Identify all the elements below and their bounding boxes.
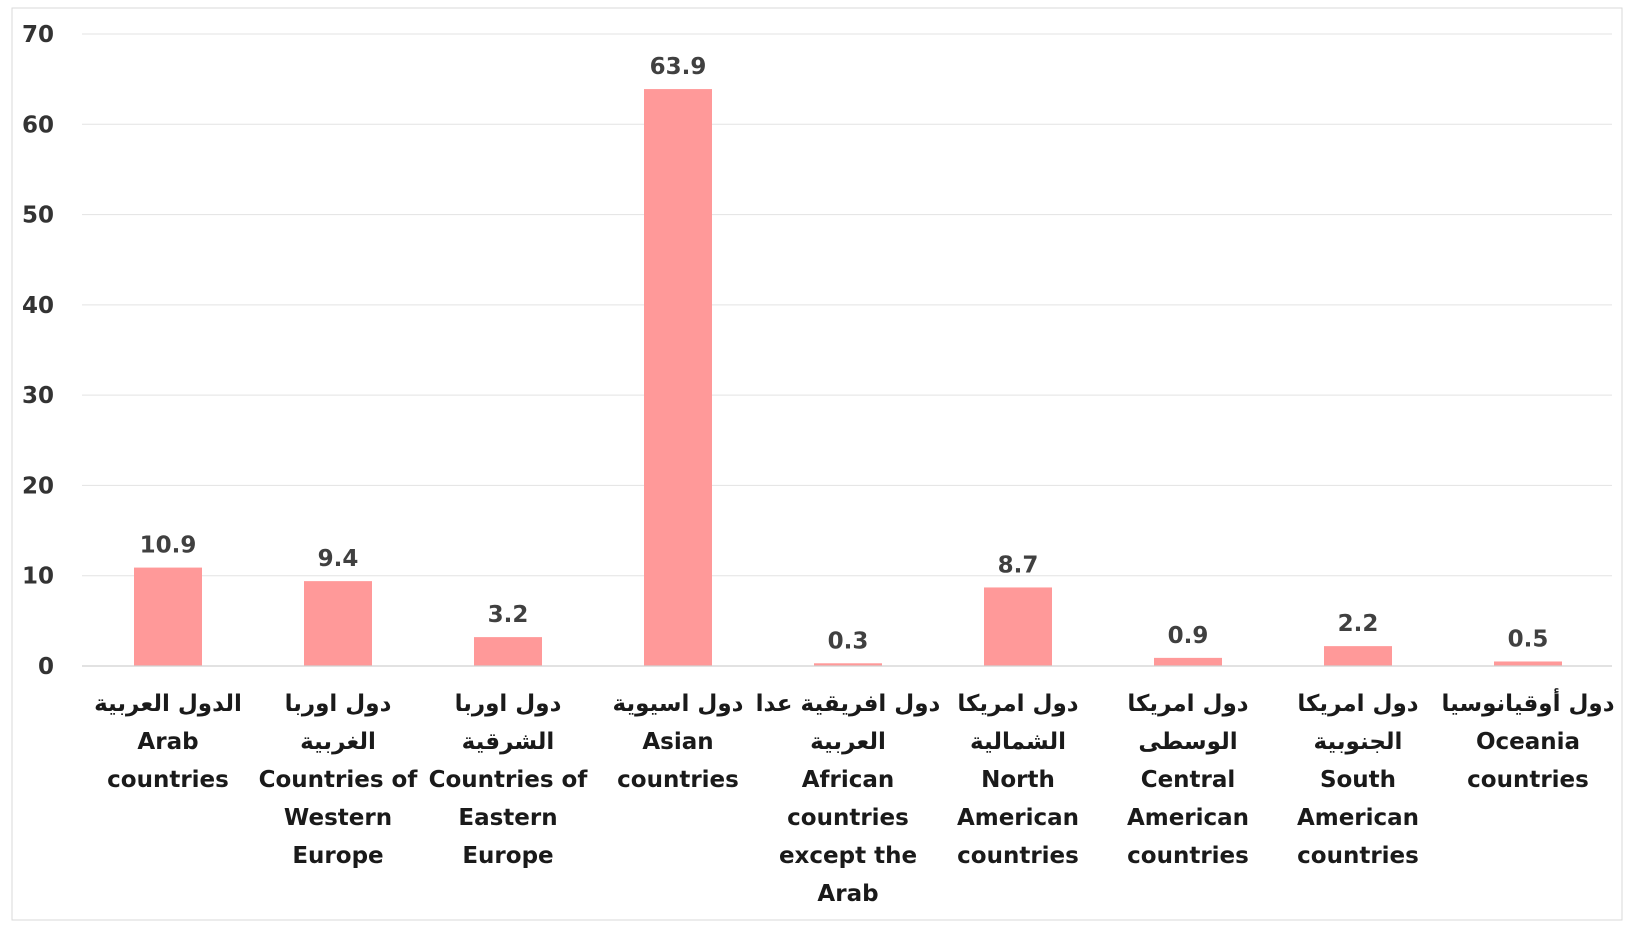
category-label-en: American xyxy=(1127,805,1249,831)
category-label-en: Europe xyxy=(292,843,383,869)
y-tick-label: 0 xyxy=(38,654,54,680)
category-label-en: South xyxy=(1320,767,1396,793)
category-label-en: countries xyxy=(107,767,229,793)
category-label-ar: الجنوبية xyxy=(1314,729,1403,755)
category-label-en: except the xyxy=(779,843,917,869)
category-label-en: Countries of xyxy=(259,767,419,793)
bar xyxy=(1494,661,1562,666)
y-axis-tick-labels: 0 10 20 30 40 50 60 70 xyxy=(22,22,54,680)
y-tick-label: 30 xyxy=(22,383,54,409)
y-tick-label: 20 xyxy=(22,473,54,499)
data-label: 2.2 xyxy=(1338,611,1379,637)
data-label: 0.5 xyxy=(1508,626,1549,652)
category-label-ar: الشرقية xyxy=(462,729,555,755)
category-label-en: Western xyxy=(284,805,392,831)
bar xyxy=(134,567,202,666)
category-label-en: American xyxy=(957,805,1079,831)
category-label-ar: دول اوربا xyxy=(285,691,392,717)
category-label-en: African xyxy=(802,767,895,793)
data-label: 8.7 xyxy=(998,552,1039,578)
category-label-en: countries xyxy=(787,805,909,831)
category-label-en: Central xyxy=(1141,767,1236,793)
bar xyxy=(984,587,1052,666)
bars xyxy=(134,89,1562,667)
category-label-ar: الغربية xyxy=(300,729,376,755)
data-label: 0.9 xyxy=(1168,623,1209,649)
category-labels: الدول العربية Arab countries دول اوربا الغرب… xyxy=(94,687,1615,907)
data-label: 9.4 xyxy=(318,546,359,572)
y-tick-label: 70 xyxy=(22,22,54,48)
bar xyxy=(644,89,712,667)
data-label: 0.3 xyxy=(828,628,869,654)
bar xyxy=(304,581,372,666)
category-label-en: Asian xyxy=(642,729,713,755)
gridlines xyxy=(82,33,1612,577)
category-label-ar: دول امريكا xyxy=(1297,691,1418,717)
category-label-ar: دول اسيوية xyxy=(613,691,744,717)
category-label-en: Countries of xyxy=(429,767,589,793)
category-label-en: Arab xyxy=(137,729,198,755)
data-label: 10.9 xyxy=(140,533,197,559)
category-label-ar: الدول العربية xyxy=(94,691,242,717)
category-label-en: Europe xyxy=(462,843,553,869)
category-label-en: countries xyxy=(1127,843,1249,869)
category-label-ar: دول أوقيانوسيا xyxy=(1441,687,1614,717)
category-label-en: countries xyxy=(957,843,1079,869)
data-labels: 10.9 9.4 3.2 63.9 0.3 8.7 0.9 2.2 0.5 xyxy=(140,54,1549,654)
category-label-en: countries xyxy=(1297,843,1419,869)
data-label: 3.2 xyxy=(488,602,529,628)
category-label-en: countries xyxy=(617,767,739,793)
category-label-en: American xyxy=(1297,805,1419,831)
y-tick-label: 60 xyxy=(22,112,54,138)
bar xyxy=(1154,657,1222,666)
chart-frame xyxy=(11,7,1623,921)
category-label-en: Eastern xyxy=(458,805,557,831)
category-label-ar: دول امريكا xyxy=(957,691,1078,717)
y-tick-label: 50 xyxy=(22,203,54,229)
category-label-en: countries xyxy=(1467,767,1589,793)
category-label-ar: دول افريقية عدا xyxy=(756,691,941,717)
bar xyxy=(1324,646,1392,666)
bar xyxy=(474,637,542,666)
category-label-ar: الوسطى xyxy=(1138,729,1237,755)
bar xyxy=(814,663,882,666)
category-label-en: North xyxy=(981,767,1055,793)
category-label-ar: العربية xyxy=(810,729,886,755)
category-label-ar: الشمالية xyxy=(970,729,1066,755)
category-label-ar: دول امريكا xyxy=(1127,691,1248,717)
category-label-en: Arab xyxy=(817,881,878,907)
category-label-en: Oceania xyxy=(1476,729,1580,755)
category-label-ar: دول اوربا xyxy=(455,691,562,717)
data-label: 63.9 xyxy=(650,54,707,80)
y-tick-label: 10 xyxy=(22,564,54,590)
y-tick-label: 40 xyxy=(22,293,54,319)
